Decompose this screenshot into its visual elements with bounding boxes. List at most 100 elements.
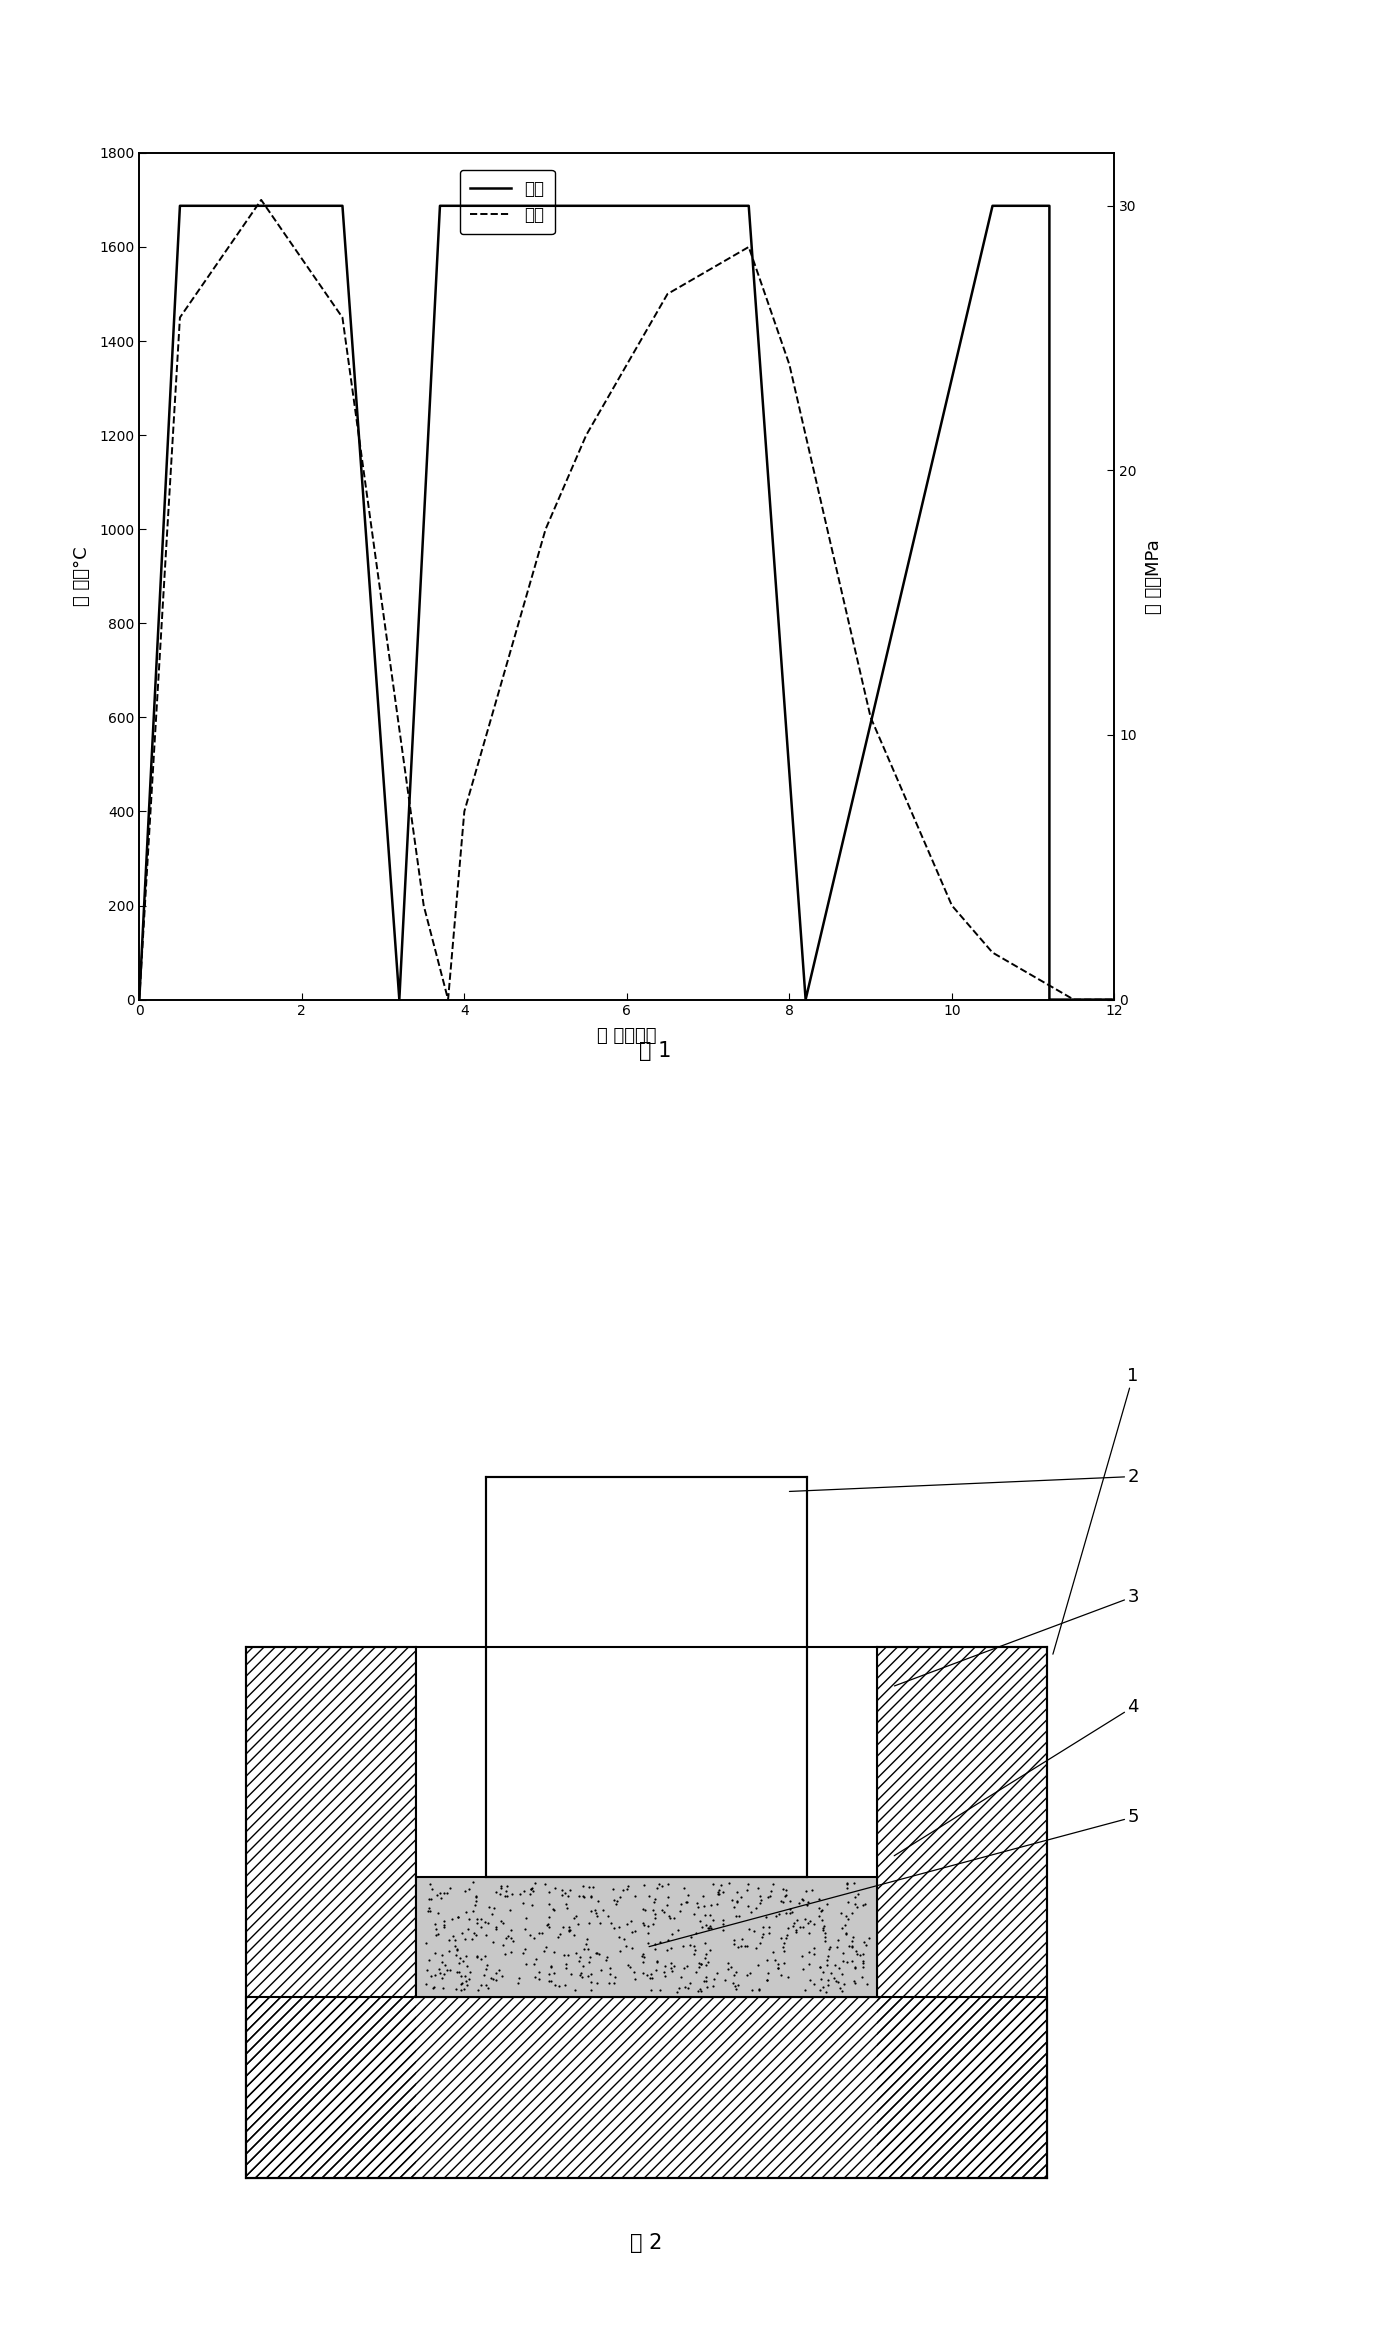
Point	[417, 1952, 439, 1990]
Point	[439, 1870, 461, 1907]
Point	[748, 1924, 770, 1962]
Point	[755, 1898, 777, 1936]
Point	[538, 1898, 560, 1936]
Point	[605, 1884, 627, 1922]
Point	[841, 1929, 864, 1966]
Point	[423, 1969, 446, 2006]
Point	[712, 1905, 734, 1943]
Point	[500, 1912, 522, 1950]
Point	[538, 1962, 560, 1999]
Point	[649, 1971, 671, 2009]
Point	[457, 1947, 479, 1985]
Point	[419, 1891, 442, 1929]
Point	[421, 1879, 443, 1917]
Point	[736, 1870, 758, 1907]
Point	[812, 1955, 834, 1992]
Point	[475, 1966, 497, 2004]
Point	[646, 1943, 669, 1980]
Point	[691, 1907, 713, 1945]
Point	[425, 1917, 447, 1955]
Point	[419, 1865, 442, 1903]
Point	[832, 1973, 854, 2011]
Point	[433, 1905, 456, 1943]
Point	[467, 1971, 489, 2009]
Point	[798, 1915, 820, 1952]
Point	[433, 1955, 456, 1992]
Point	[836, 1898, 858, 1936]
Point	[660, 1952, 683, 1990]
Point	[524, 1959, 546, 1997]
Point	[415, 1964, 437, 2002]
Point	[814, 1922, 836, 1959]
Point	[603, 1964, 625, 2002]
Point	[609, 1931, 631, 1969]
Point	[827, 1950, 850, 1987]
Point	[736, 1926, 758, 1964]
Point	[520, 1870, 542, 1907]
Point	[770, 1957, 793, 1994]
Point	[660, 1929, 683, 1966]
Point	[659, 1945, 681, 1983]
Point	[447, 1898, 469, 1936]
Point	[851, 1959, 873, 1997]
Point	[457, 1910, 479, 1947]
Point	[846, 1936, 868, 1973]
Point	[843, 1863, 865, 1900]
Point	[690, 1945, 712, 1983]
Point	[592, 1891, 614, 1929]
Point	[450, 1915, 472, 1952]
Point	[758, 1907, 780, 1945]
Point	[670, 1959, 692, 1997]
Point	[791, 1950, 814, 1987]
Point	[836, 1943, 858, 1980]
Point	[836, 1915, 858, 1952]
Point	[768, 1896, 790, 1933]
Point	[415, 1924, 437, 1962]
Point	[495, 1919, 517, 1957]
Point	[655, 1947, 677, 1985]
Point	[794, 1872, 816, 1910]
Point	[779, 1893, 801, 1931]
Bar	[245, 1646, 417, 2178]
Point	[542, 1891, 564, 1929]
Point	[844, 1947, 866, 1985]
Point	[666, 1912, 688, 1950]
Point	[841, 1926, 864, 1964]
Point	[794, 1900, 816, 1938]
Point	[699, 1886, 722, 1924]
Point	[797, 1903, 819, 1940]
Point	[577, 1929, 599, 1966]
Point	[585, 1933, 607, 1971]
Point	[570, 1955, 592, 1992]
Point	[684, 1931, 706, 1969]
Point	[501, 1922, 524, 1959]
Point	[429, 1955, 451, 1992]
Point	[685, 1884, 708, 1922]
Point	[508, 1875, 531, 1912]
Point	[840, 1893, 862, 1931]
Point	[446, 1936, 468, 1973]
Point	[836, 1865, 858, 1903]
Point	[752, 1907, 775, 1945]
Point	[712, 1912, 734, 1950]
Point	[639, 1955, 662, 1992]
Point	[474, 1936, 496, 1973]
Point	[613, 1872, 635, 1910]
Point	[772, 1870, 794, 1907]
Point	[826, 1922, 848, 1959]
Point	[482, 1889, 504, 1926]
Point	[450, 1966, 472, 2004]
Point	[514, 1910, 536, 1947]
Point	[599, 1950, 621, 1987]
Point	[798, 1933, 820, 1971]
Point	[699, 1907, 722, 1945]
Point	[812, 1907, 834, 1945]
Point	[602, 1870, 624, 1907]
Point	[543, 1933, 566, 1971]
Point	[465, 1936, 488, 1973]
Point	[731, 1919, 754, 1957]
Point	[534, 1865, 556, 1903]
Point	[811, 1891, 833, 1929]
Point	[535, 1929, 557, 1966]
Point	[695, 1905, 717, 1943]
